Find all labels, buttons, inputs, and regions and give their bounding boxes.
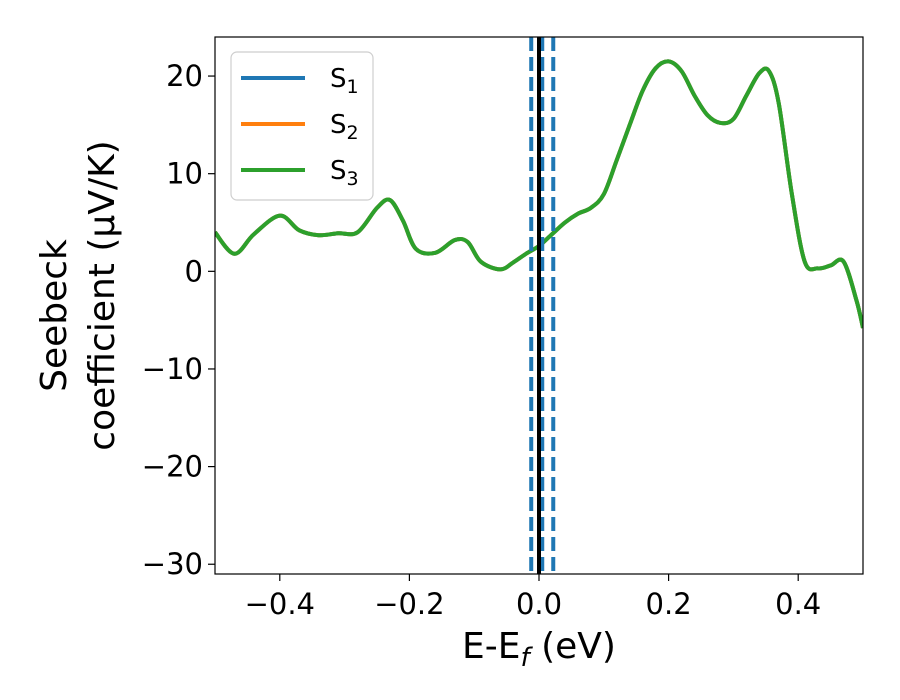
x-tick-label: 0.2 <box>646 587 692 621</box>
legend-label-s3: S3 <box>330 156 359 190</box>
x-axis-title: E-Ef (eV) <box>462 626 616 673</box>
y-axis-title: Seebeck coefficient (μV/K) <box>34 140 123 450</box>
x-tick-label: 0.0 <box>516 587 562 621</box>
y-tick-label: 0 <box>185 254 203 288</box>
y-tick-label: −20 <box>142 450 203 484</box>
series-line-s3 <box>215 59 863 329</box>
legend-label-s1: S1 <box>330 64 359 98</box>
x-tick-label: −0.4 <box>245 587 315 621</box>
legend-label-s2: S2 <box>330 110 359 144</box>
x-tick-label: −0.2 <box>374 587 444 621</box>
y-tick-label: 20 <box>166 59 203 93</box>
y-axis-title-line2: coefficient (μV/K) <box>82 140 123 450</box>
y-tick-label: 10 <box>166 157 203 191</box>
y-axis-title-line1: Seebeck <box>34 239 75 392</box>
y-tick-label: −10 <box>142 352 203 386</box>
x-tick-label: 0.4 <box>775 587 821 621</box>
y-tick-label: −30 <box>142 547 203 581</box>
